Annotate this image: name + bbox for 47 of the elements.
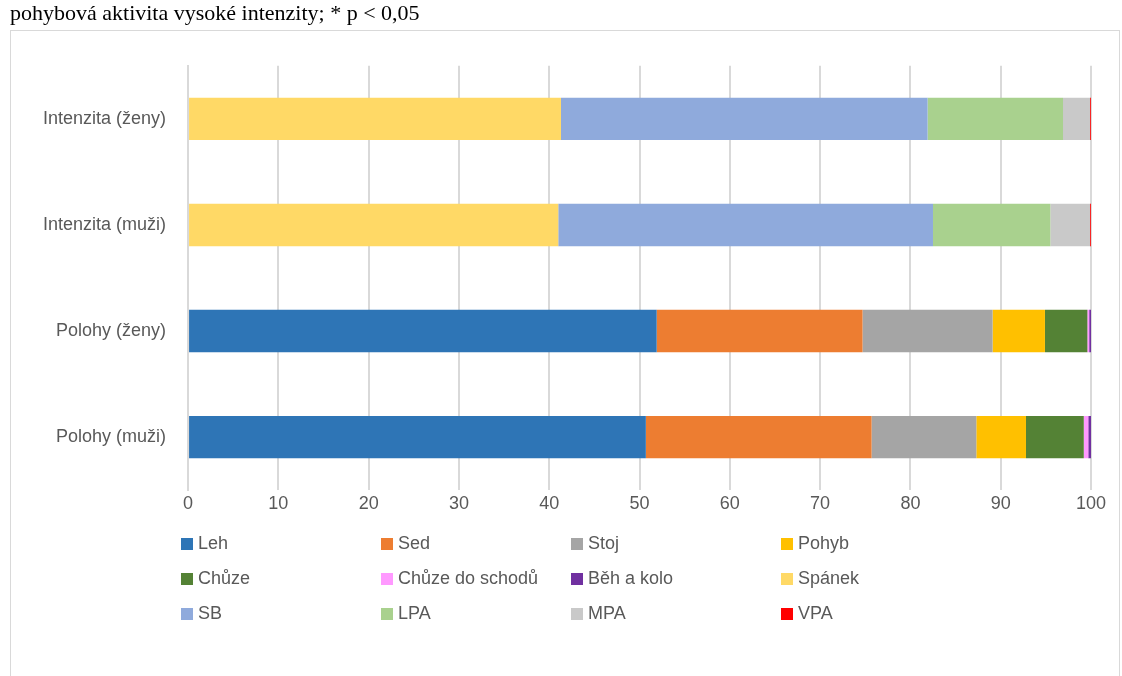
y-tick-label: Intenzita (ženy)	[42, 107, 167, 128]
legend-label: SB	[198, 603, 223, 624]
y-tick-label: Intenzita (muži)	[43, 213, 167, 234]
bar	[927, 97, 1064, 141]
y-tick-label: Polohy (muži)	[56, 426, 167, 447]
legend-label: Spánek	[798, 568, 860, 589]
bar	[189, 309, 657, 353]
x-tick-label: 30	[448, 492, 469, 513]
x-tick-label: 40	[539, 492, 560, 513]
x-tick-label: 100	[1075, 492, 1107, 513]
bar	[1025, 415, 1084, 459]
bar	[1088, 415, 1091, 459]
bar	[976, 415, 1026, 459]
legend-label: Pohyb	[798, 533, 850, 554]
x-tick-label: 50	[629, 492, 650, 513]
legend-label: LPA	[398, 603, 431, 624]
bar	[1063, 97, 1091, 141]
legend-label: Leh	[198, 533, 229, 554]
bar	[862, 309, 993, 353]
bar	[645, 415, 872, 459]
bar	[558, 203, 933, 247]
bar	[932, 203, 1051, 247]
legend-label: MPA	[588, 603, 626, 624]
legend-label: Stoj	[588, 533, 620, 554]
legend-label: Běh a kolo	[588, 568, 674, 589]
x-tick-label: 90	[990, 492, 1011, 513]
x-tick-label: 80	[900, 492, 921, 513]
bar	[189, 415, 646, 459]
bar	[1044, 309, 1088, 353]
bar	[656, 309, 863, 353]
legend-label: Chůze	[198, 568, 251, 589]
bar	[189, 203, 559, 247]
bar	[871, 415, 977, 459]
bar	[189, 97, 561, 141]
bar	[1050, 203, 1091, 247]
x-tick-label: 20	[358, 492, 379, 513]
bar	[992, 309, 1045, 353]
legend-label: Chůze do schodů	[398, 568, 539, 589]
y-tick-label: Polohy (ženy)	[55, 320, 167, 341]
x-tick-label: 70	[810, 492, 831, 513]
x-tick-label: 0	[183, 492, 194, 513]
bar	[560, 97, 928, 141]
text: pohybová aktivita vysoké intenzity; * p < 0,05	[9, 0, 421, 26]
legend-label: Sed	[398, 533, 431, 554]
x-tick-label: 10	[268, 492, 289, 513]
legend-label: VPA	[798, 603, 833, 624]
x-tick-label: 60	[719, 492, 740, 513]
